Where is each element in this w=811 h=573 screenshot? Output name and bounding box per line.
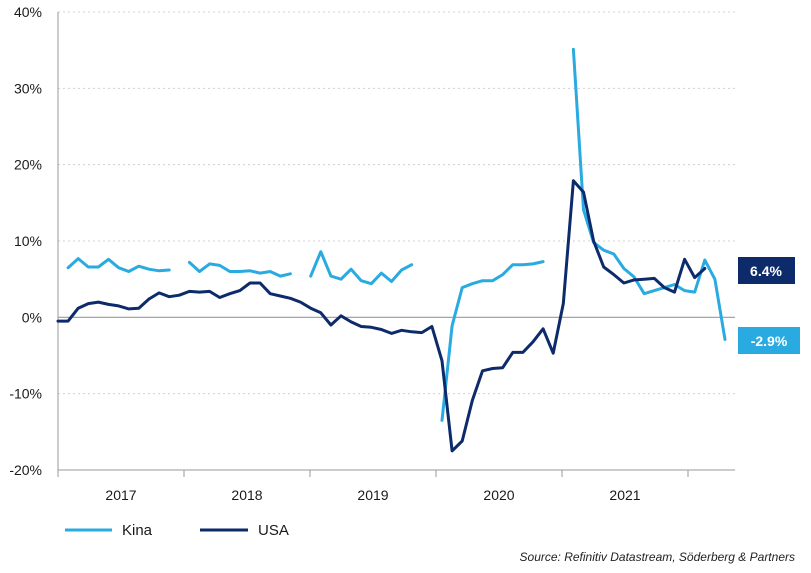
y-axis: 40% 30% 20% 10% 0% -10% -20%: [9, 4, 42, 478]
y-tick-label: 40%: [14, 4, 42, 20]
y-tick-label: 10%: [14, 233, 42, 249]
x-tick-label: 2017: [105, 487, 136, 503]
legend-usa-label: USA: [258, 522, 289, 539]
usa-end-label-text: 6.4%: [750, 263, 782, 279]
y-tick-label: 20%: [14, 157, 42, 173]
kina-end-label-box: [738, 327, 800, 354]
x-tick-label: 2020: [483, 487, 514, 503]
series-lines: [56, 47, 727, 453]
y-tick-label: 30%: [14, 80, 42, 96]
x-tick-label: 2018: [231, 487, 262, 503]
usa-end-label-box: [738, 257, 795, 284]
legend: Kina USA: [65, 522, 289, 539]
usa-end-label: 6.4%: [738, 257, 795, 284]
kina-end-label: -2.9%: [738, 327, 800, 354]
y-tick-label: 0%: [22, 309, 42, 325]
x-tick-label: 2019: [357, 487, 388, 503]
y-tick-label: -20%: [9, 462, 42, 478]
x-axis: 2017 2018 2019 2020 2021: [57, 12, 735, 503]
series-line-kina: [440, 260, 545, 422]
series-line-kina: [187, 260, 292, 278]
series-line-kina: [571, 47, 727, 341]
series-line-kina: [66, 257, 171, 273]
kina-end-label-text: -2.9%: [751, 333, 788, 349]
source-note: Source: Refinitiv Datastream, Söderberg …: [520, 550, 795, 564]
x-tick-label: 2021: [609, 487, 640, 503]
y-tick-label: -10%: [9, 386, 42, 402]
series-line-usa: [56, 179, 707, 453]
gridlines: [58, 11, 735, 395]
series-line-kina: [309, 250, 414, 286]
legend-kina-label: Kina: [122, 522, 153, 539]
